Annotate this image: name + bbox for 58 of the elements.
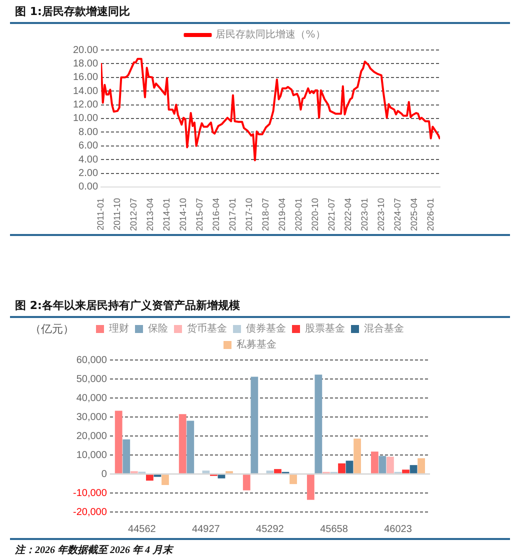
y-tick-label: 10,000 — [76, 450, 108, 461]
y-tick-label: 10.00 — [72, 113, 98, 124]
x-tick-label: 2020-10 — [310, 198, 320, 231]
x-tick-label: 2012-07 — [128, 198, 138, 231]
x-tick-label: 2017-10 — [244, 198, 254, 231]
legend-label: 股票基金 — [305, 322, 345, 335]
y-tick-label: -10,000 — [72, 488, 108, 499]
y-tick-label: 12.00 — [72, 100, 98, 111]
x-tick-label: 2023-10 — [376, 198, 386, 231]
x-tick-label: 2016-04 — [210, 198, 221, 231]
y-tick-label: 14.00 — [72, 86, 98, 97]
y-tick-label: 8.00 — [78, 126, 98, 138]
chart-title: 图 2:各年以来居民持有广义资管产品新增规模 — [10, 294, 510, 318]
y-tick-label: 40,000 — [76, 392, 108, 404]
y-tick-label: 50,000 — [76, 374, 108, 385]
x-tick-label: 2011-10 — [112, 198, 122, 230]
x-tick-label: 2023-01 — [359, 198, 370, 231]
x-tick-label: 2018-07 — [260, 198, 270, 231]
legend-label: 混合基金 — [364, 322, 404, 335]
y-tick-label: 30,000 — [76, 412, 108, 423]
legend-label: 保险 — [148, 322, 168, 335]
x-tick-label: 45292 — [256, 524, 284, 535]
y-tick-label: -20,000 — [72, 506, 108, 518]
x-tick-label: 44562 — [128, 524, 156, 535]
y-tick-label: 4.00 — [78, 154, 98, 166]
x-tick-label: 2011-01 — [96, 198, 106, 230]
legend-label: 居民存款同比增速（%） — [216, 28, 326, 41]
y-tick-label: 6.00 — [78, 140, 98, 152]
legend-label: 理财 — [109, 322, 129, 335]
x-tick-label: 2020-01 — [293, 198, 304, 231]
x-tick-label: 2014-01 — [161, 198, 172, 231]
x-tick-label: 2015-07 — [194, 198, 204, 231]
x-tick-label: 2026-01 — [425, 198, 436, 231]
y-tick-label: 0.00 — [78, 182, 98, 193]
y-tick-label: 16.00 — [72, 72, 98, 84]
x-tick-label: 2024-07 — [392, 198, 402, 231]
y-tick-label: 2.00 — [78, 168, 98, 180]
y-tick-label: 20,000 — [76, 430, 108, 442]
x-tick-label: 2013-04 — [144, 198, 155, 231]
x-tick-label: 2022-04 — [342, 198, 353, 231]
text: 注：2026 年数据截至 2026 年 4 月末 — [10, 538, 510, 558]
legend-label: 货币基金 — [187, 322, 227, 335]
x-tick-label: 2019-04 — [276, 198, 287, 231]
x-tick-label: 2025-04 — [408, 198, 419, 231]
y-tick-label: 60,000 — [76, 354, 108, 366]
x-tick-label: 2021-07 — [326, 198, 336, 231]
x-tick-label: 44927 — [192, 524, 220, 535]
legend-label: 债券基金 — [246, 322, 286, 335]
x-tick-label: 45658 — [320, 524, 348, 535]
y-tick-label: 0 — [101, 468, 108, 480]
y-tick-label: 20.00 — [72, 44, 98, 56]
x-tick-label: 2014-10 — [178, 198, 188, 231]
y-axis-title: （亿元） — [30, 322, 74, 336]
x-tick-label: 46023 — [384, 524, 412, 535]
legend-label: 私募基金 — [236, 338, 276, 351]
y-tick-label: 18.00 — [72, 58, 98, 70]
chart-title: 图 1:居民存款增速同比 — [10, 0, 510, 24]
x-tick-label: 2017-01 — [227, 198, 238, 231]
